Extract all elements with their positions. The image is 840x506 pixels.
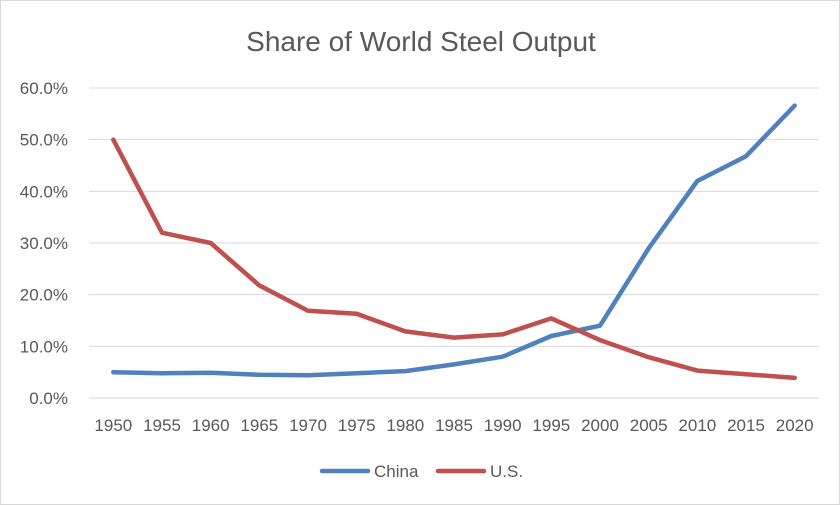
x-tick-label: 2005 [630, 416, 668, 435]
gridlines [89, 87, 819, 399]
series-lines [111, 103, 797, 381]
x-axis-ticks: 1950 1955 1960 1965 1970 1975 1980 1985 1990 1995… [94, 416, 813, 435]
x-tick-label: 2020 [776, 416, 814, 435]
x-tick-label: 1985 [435, 416, 473, 435]
y-tick-label: 20.0% [20, 286, 68, 305]
x-tick-label: 2010 [678, 416, 716, 435]
x-tick-label: 2000 [581, 416, 619, 435]
legend-label: China [374, 462, 419, 481]
y-tick-label: 40.0% [20, 182, 68, 201]
y-tick-label: 0.0% [29, 389, 68, 408]
x-tick-label: 1950 [94, 416, 132, 435]
chart-title: Share of World Steel Output [246, 26, 596, 57]
x-tick-label: 1960 [192, 416, 230, 435]
y-tick-label: 60.0% [20, 79, 68, 98]
legend: China U.S. [319, 462, 523, 481]
y-tick-label: 30.0% [20, 234, 68, 253]
x-tick-label: 1980 [386, 416, 424, 435]
y-axis-ticks: 0.0% 10.0% 20.0% 30.0% 40.0% 50.0% 60.0% [20, 79, 68, 408]
x-tick-label: 1965 [240, 416, 278, 435]
x-tick-label: 2015 [727, 416, 765, 435]
y-tick-label: 50.0% [20, 131, 68, 150]
x-tick-label: 1995 [532, 416, 570, 435]
series-line-u-s [111, 137, 797, 381]
series-line-china [111, 103, 797, 378]
y-tick-label: 10.0% [20, 337, 68, 356]
x-tick-label: 1955 [143, 416, 181, 435]
x-tick-label: 1990 [484, 416, 522, 435]
legend-label: U.S. [490, 462, 523, 481]
x-tick-label: 1970 [289, 416, 327, 435]
x-tick-label: 1975 [338, 416, 376, 435]
